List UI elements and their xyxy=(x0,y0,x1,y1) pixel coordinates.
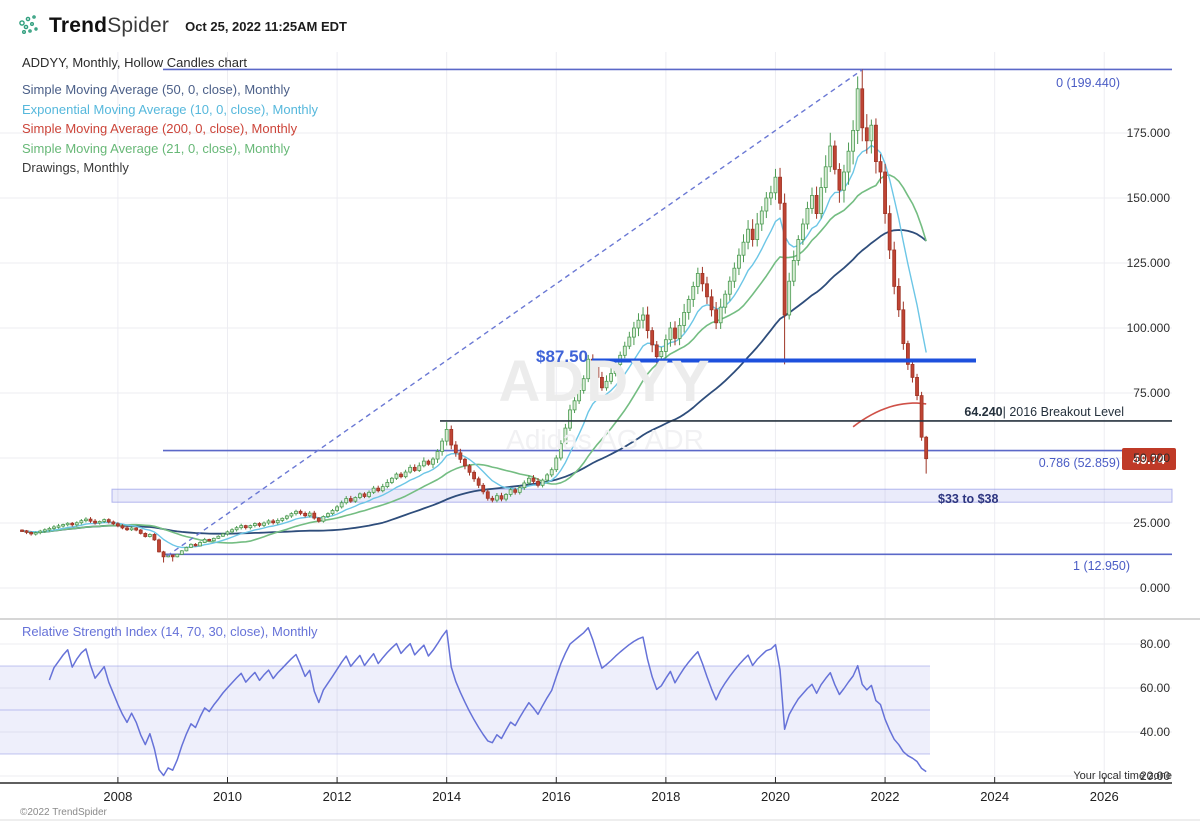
price-axis-label: 175.000 xyxy=(1126,126,1170,140)
fib-level-0786-label[interactable]: 0.786 (52.859) xyxy=(1038,456,1120,470)
rsi-axis-label: 40.00 xyxy=(1139,725,1170,739)
rsi-line[interactable] xyxy=(48,626,927,777)
legend-item-sma200[interactable]: Simple Moving Average (200, 0, close), M… xyxy=(22,121,298,136)
price-axis-label: 125.000 xyxy=(1126,256,1170,270)
support-zone-rect[interactable] xyxy=(111,488,1173,503)
rsi-axis-label: 80.00 xyxy=(1139,637,1170,651)
legend-item-sma50[interactable]: Simple Moving Average (50, 0, close), Mo… xyxy=(22,82,290,97)
fib-level-0-label[interactable]: 0 (199.440) xyxy=(1056,76,1120,90)
watermark-company: Adidas AG ADR xyxy=(506,424,704,455)
year-axis-label: 2014 xyxy=(432,789,462,804)
price-axis-label: 100.000 xyxy=(1126,321,1170,335)
breakout-level-label[interactable]: 64.240| 2016 Breakout Level xyxy=(964,405,1124,419)
x-axis[interactable] xyxy=(0,777,1172,784)
year-axis-label: 2012 xyxy=(322,789,352,804)
timezone-note[interactable]: Your local time zone xyxy=(1073,770,1172,782)
year-axis-label: 2026 xyxy=(1089,789,1119,804)
horizontal-level-lines[interactable] xyxy=(440,358,1172,422)
indicator-legend: Simple Moving Average (50, 0, close), Mo… xyxy=(22,80,318,178)
chart-title[interactable]: ADDYY, Monthly, Hollow Candles chart xyxy=(22,55,247,70)
sma50-line[interactable] xyxy=(21,229,927,535)
grid-lines xyxy=(0,52,1172,783)
price-axis-label: 0.000 xyxy=(1139,581,1170,595)
price-axis-label: 150.000 xyxy=(1126,191,1170,205)
candlestick-series[interactable] xyxy=(20,69,929,563)
rsi-band xyxy=(0,665,930,755)
header-bar: TrendSpider Oct 25, 2022 11:25AM EDT xyxy=(18,12,347,40)
price-axis-label: 25.000 xyxy=(1133,516,1170,530)
copyright-text: ©2022 TrendSpider xyxy=(20,807,107,818)
trendline-dashed[interactable] xyxy=(166,69,863,557)
chart-timestamp: Oct 25, 2022 11:25AM EDT xyxy=(185,18,347,34)
sma200-line[interactable] xyxy=(852,402,927,428)
trendspider-logo-icon xyxy=(19,15,38,35)
price-level-8750-label[interactable]: $87.50 xyxy=(536,347,588,366)
year-axis-label: 2010 xyxy=(213,789,242,804)
support-zone-label[interactable]: $33 to $38 xyxy=(938,492,999,506)
last-price-tag: 49.74 xyxy=(1122,448,1176,470)
year-axis-label: 2020 xyxy=(761,789,790,804)
rsi-indicator-label[interactable]: Relative Strength Index (14, 70, 30, clo… xyxy=(22,624,318,639)
rsi-axis-label: 20.00 xyxy=(1139,769,1170,783)
legend-item-sma21[interactable]: Simple Moving Average (21, 0, close), Mo… xyxy=(22,140,290,156)
legend-item-drawings[interactable]: Drawings, Monthly xyxy=(22,160,129,175)
trendspider-logo[interactable]: TrendSpider xyxy=(18,14,169,38)
sma21-line[interactable] xyxy=(21,174,927,544)
legend-item-ema10[interactable]: Exponential Moving Average (10, 0, close… xyxy=(22,101,319,117)
fibonacci-retracement-lines[interactable] xyxy=(163,68,1172,556)
year-axis-label: 2024 xyxy=(980,789,1010,804)
price-axis-label: 50.000 xyxy=(1133,451,1170,465)
year-axis-label: 2016 xyxy=(541,789,571,804)
watermark-symbol: ADDYY xyxy=(498,349,712,414)
rsi-axis-label: 60.00 xyxy=(1139,681,1170,695)
fib-level-1-label[interactable]: 1 (12.950) xyxy=(1073,559,1130,573)
ema10-line[interactable] xyxy=(21,144,927,549)
trendspider-logo-text: TrendSpider xyxy=(49,14,170,37)
year-axis-label: 2008 xyxy=(103,789,133,804)
year-axis-label: 2018 xyxy=(651,789,681,804)
price-axis-label: 75.000 xyxy=(1133,386,1170,400)
year-axis-label: 2022 xyxy=(870,789,900,804)
